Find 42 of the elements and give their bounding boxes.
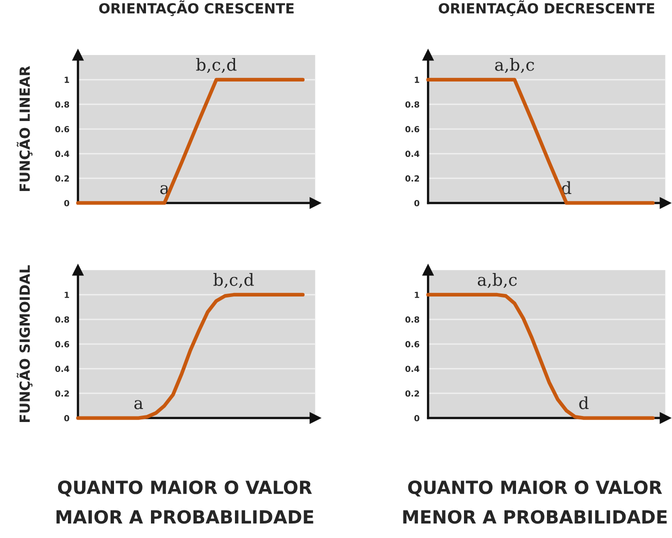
y-tick-label: 1 xyxy=(64,292,70,298)
y-tick-label: 0 xyxy=(64,415,70,422)
annotation: b,c,d xyxy=(213,273,254,288)
y-tick-label: 0.2 xyxy=(55,175,69,182)
annotation: d xyxy=(579,396,589,410)
y-tick-label: 1 xyxy=(414,292,420,298)
text: MAIOR A PROBABILIDADE xyxy=(56,510,314,524)
y-tick-label: 1 xyxy=(414,76,420,83)
y-tick-label: 0.4 xyxy=(55,150,70,157)
y-tick-label: 0.4 xyxy=(55,366,70,372)
y-tick-label: 0.8 xyxy=(55,101,70,108)
y-tick-label: 0.4 xyxy=(405,366,420,372)
line-series xyxy=(426,78,655,205)
y-tick-label: 0 xyxy=(414,200,420,206)
y-tick-label: 0 xyxy=(64,200,70,206)
y-axis-title: FUNÇÃO LINEAR xyxy=(16,66,32,192)
text: MENOR A PROBABILIDADE xyxy=(403,510,667,524)
y-tick-label: 0.2 xyxy=(405,390,420,397)
y-tick-label: 0.8 xyxy=(405,316,420,323)
annotation: a,b,c xyxy=(495,58,534,73)
annotation: b,c,d xyxy=(196,58,236,73)
line-series xyxy=(426,292,655,420)
annotation: a xyxy=(134,400,143,410)
line-series xyxy=(76,78,305,205)
y-tick-label: 0.2 xyxy=(55,390,69,397)
y-axis-title: FUNÇÃO SIGMOIDAL xyxy=(16,265,32,422)
annotation: a,b,c xyxy=(478,273,517,288)
y-tick-label: 0.6 xyxy=(55,341,70,348)
chart-title: ORIENTAÇÃO DECRESCENTE xyxy=(438,0,654,16)
y-tick-label: 0.6 xyxy=(55,126,70,132)
text: QUANTO MAIOR O VALOR xyxy=(408,480,662,497)
line-series xyxy=(76,292,305,420)
text: QUANTO MAIOR O VALOR xyxy=(58,480,312,497)
y-tick-label: 0 xyxy=(414,415,420,422)
y-tick-label: 0.2 xyxy=(405,175,420,182)
chart-title: ORIENTAÇÃO CRESCENTE xyxy=(99,0,294,16)
y-tick-label: 1 xyxy=(64,76,70,83)
y-tick-label: 0.8 xyxy=(55,316,70,323)
y-tick-label: 0.4 xyxy=(405,150,420,157)
y-tick-label: 0.6 xyxy=(405,341,420,348)
y-tick-label: 0.6 xyxy=(405,126,420,132)
y-tick-label: 0.8 xyxy=(405,101,420,108)
